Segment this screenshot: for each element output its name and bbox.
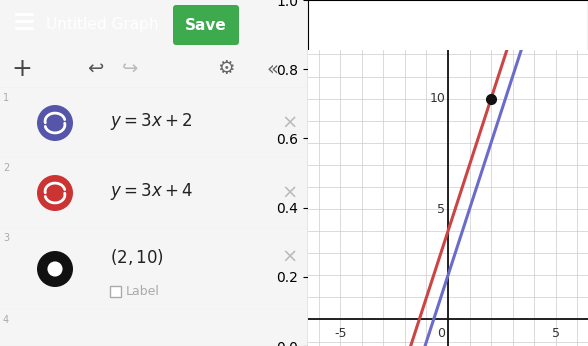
Text: 5: 5 — [437, 202, 446, 216]
Text: ×: × — [282, 247, 298, 266]
Text: 10: 10 — [430, 92, 446, 105]
Text: 3: 3 — [3, 233, 9, 243]
Circle shape — [37, 251, 73, 287]
Text: Label: Label — [126, 285, 160, 299]
Text: 4: 4 — [3, 315, 9, 325]
Circle shape — [48, 262, 62, 276]
Text: desmos: desmos — [397, 11, 503, 38]
Text: ↪: ↪ — [122, 58, 138, 78]
Text: 0: 0 — [437, 327, 446, 340]
Bar — [110, 286, 121, 298]
Circle shape — [37, 105, 73, 141]
Text: $(2,10)$: $(2,10)$ — [110, 247, 164, 267]
Text: Save: Save — [185, 18, 227, 33]
Text: ⚙: ⚙ — [217, 60, 235, 79]
Text: ×: × — [282, 113, 298, 133]
Text: 1: 1 — [3, 93, 9, 103]
Text: «: « — [266, 60, 278, 79]
Circle shape — [37, 175, 73, 211]
Text: 2: 2 — [3, 163, 9, 173]
Text: -5: -5 — [334, 327, 346, 340]
Text: ↩: ↩ — [87, 58, 103, 78]
Text: $y = 3x + 2$: $y = 3x + 2$ — [110, 110, 192, 131]
FancyBboxPatch shape — [173, 5, 239, 45]
Text: $y = 3x + 4$: $y = 3x + 4$ — [110, 181, 193, 201]
Text: 5: 5 — [552, 327, 560, 340]
Text: Untitled Graph: Untitled Graph — [46, 18, 159, 33]
Text: +: + — [12, 57, 32, 81]
Text: ×: × — [282, 183, 298, 202]
